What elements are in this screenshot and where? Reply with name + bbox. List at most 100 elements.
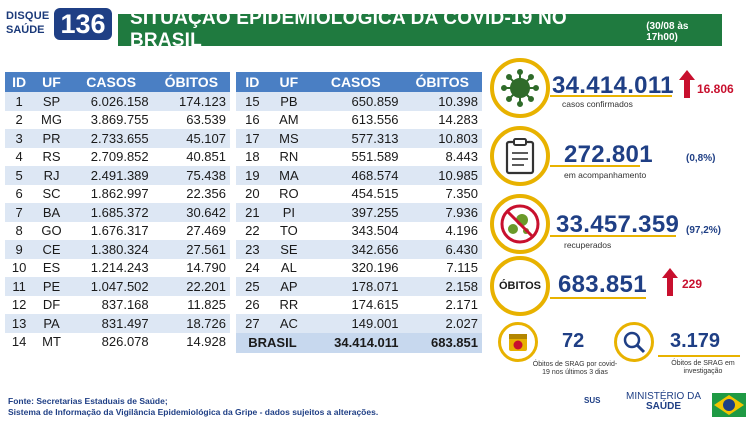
col-id: ID <box>5 72 34 92</box>
virus-icon <box>501 69 539 107</box>
cell-uf: SC <box>33 184 70 203</box>
table-row: 3 PR 2.733.655 45.107 <box>5 129 230 148</box>
cell-casos: 837.168 <box>69 295 153 314</box>
cell-id: 18 <box>236 147 269 166</box>
cell-obitos: 8.443 <box>402 147 482 166</box>
cell-uf: RR <box>268 295 309 314</box>
cell-obitos: 18.726 <box>152 314 230 333</box>
up-arrow-icon <box>679 70 695 98</box>
sus-logo: SUS <box>584 396 601 405</box>
table-row: 25 AP 178.071 2.158 <box>236 277 482 296</box>
source-line1: Fonte: Secretarias Estaduais de Saúde; <box>8 396 168 406</box>
crossed-virus-icon <box>500 204 540 244</box>
divider-line <box>550 235 676 237</box>
table-row: 13 PA 831.497 18.726 <box>5 314 230 333</box>
col-uf: UF <box>33 72 70 92</box>
ministry-line2: SAÚDE <box>646 401 682 412</box>
cell-casos: 343.504 <box>308 221 403 240</box>
divider-line <box>550 297 646 299</box>
table-row: 12 DF 837.168 11.825 <box>5 295 230 314</box>
cell-casos: 613.556 <box>308 110 403 129</box>
cell-obitos: 40.851 <box>152 147 230 166</box>
table-row: 24 AL 320.196 7.115 <box>236 258 482 277</box>
cell-obitos: 14.928 <box>152 332 230 351</box>
cell-uf: AM <box>268 110 309 129</box>
cell-casos: 831.497 <box>69 314 153 333</box>
acompanhamento-pct: (0,8%) <box>686 153 716 164</box>
table-row: 10 ES 1.214.243 14.790 <box>5 258 230 277</box>
cell-id: 19 <box>236 166 269 185</box>
table-row: 21 PI 397.255 7.936 <box>236 203 482 222</box>
cell-casos: 6.026.158 <box>69 92 153 111</box>
cell-uf: MG <box>33 110 70 129</box>
table-row: 18 RN 551.589 8.443 <box>236 147 482 166</box>
magnifier-icon-circle <box>614 322 654 362</box>
logo-number: 136 <box>54 8 112 40</box>
cell-obitos: 30.642 <box>152 203 230 222</box>
cell-uf: RS <box>33 147 70 166</box>
cell-casos: 1.214.243 <box>69 258 153 277</box>
total-row: BRASIL 34.414.011 683.851 <box>236 332 482 353</box>
cell-obitos: 7.350 <box>402 184 482 203</box>
table-row: 22 TO 343.504 4.196 <box>236 221 482 240</box>
cell-casos: 551.589 <box>308 147 403 166</box>
cell-uf: PI <box>268 203 309 222</box>
divider-line <box>550 95 672 97</box>
table-row: 17 MS 577.313 10.803 <box>236 129 482 148</box>
total-obitos: 683.851 <box>402 332 482 353</box>
title-bar: SITUAÇÃO EPIDEMIOLÓGICA DA COVID-19 NO B… <box>118 8 722 51</box>
table-row: 11 PE 1.047.502 22.201 <box>5 277 230 296</box>
col-obitos: ÓBITOS <box>152 72 230 92</box>
obitos-title: ÓBITOS <box>499 280 541 292</box>
cell-id: 22 <box>236 221 269 240</box>
cell-uf: MT <box>33 332 70 351</box>
cell-id: 20 <box>236 184 269 203</box>
cell-casos: 342.656 <box>308 240 403 259</box>
cell-uf: ES <box>33 258 70 277</box>
cell-casos: 650.859 <box>308 92 403 111</box>
table-row: 26 RR 174.615 2.171 <box>236 295 482 314</box>
cell-obitos: 2.171 <box>402 295 482 314</box>
states-table-left: ID UF CASOS ÓBITOS 1 SP 6.026.158 174.123 2 M… <box>5 72 230 351</box>
cell-casos: 178.071 <box>308 277 403 296</box>
virus-icon-circle <box>490 58 550 118</box>
cell-uf: PB <box>268 92 309 111</box>
cell-uf: RN <box>268 147 309 166</box>
table-row: 9 CE 1.380.324 27.561 <box>5 240 230 259</box>
cell-obitos: 7.936 <box>402 203 482 222</box>
cell-id: 12 <box>5 295 34 314</box>
cell-casos: 577.313 <box>308 129 403 148</box>
cell-id: 25 <box>236 277 269 296</box>
cell-id: 10 <box>5 258 34 277</box>
table-row: 27 AC 149.001 2.027 <box>236 314 482 333</box>
recuperados-pct: (97,2%) <box>686 225 722 236</box>
cell-id: 9 <box>5 240 34 259</box>
table-row: 15 PB 650.859 10.398 <box>236 92 482 111</box>
cell-id: 5 <box>5 166 34 185</box>
cell-id: 17 <box>236 129 269 148</box>
cell-uf: BA <box>33 203 70 222</box>
table-row: 6 SC 1.862.997 22.356 <box>5 184 230 203</box>
cell-id: 24 <box>236 258 269 277</box>
cell-id: 16 <box>236 110 269 129</box>
magnifier-icon <box>623 331 646 354</box>
table-row: 16 AM 613.556 14.283 <box>236 110 482 129</box>
table-row: 19 MA 468.574 10.985 <box>236 166 482 185</box>
cell-obitos: 63.539 <box>152 110 230 129</box>
clipboard-icon-circle <box>490 126 550 186</box>
crossed-virus-icon-circle <box>490 194 550 254</box>
cell-obitos: 7.115 <box>402 258 482 277</box>
calendar-icon <box>509 334 527 351</box>
confirmados-label: casos confirmados <box>562 99 633 109</box>
cell-id: 3 <box>5 129 34 148</box>
cell-obitos: 4.196 <box>402 221 482 240</box>
cell-casos: 174.615 <box>308 295 403 314</box>
srag-covid-value: 72 <box>562 330 585 352</box>
cell-uf: AC <box>268 314 309 333</box>
table-row: 5 RJ 2.491.389 75.438 <box>5 166 230 185</box>
cell-casos: 397.255 <box>308 203 403 222</box>
cell-casos: 1.862.997 <box>69 184 153 203</box>
cell-uf: AL <box>268 258 309 277</box>
clipboard-icon <box>505 138 535 175</box>
cell-id: 15 <box>236 92 269 111</box>
